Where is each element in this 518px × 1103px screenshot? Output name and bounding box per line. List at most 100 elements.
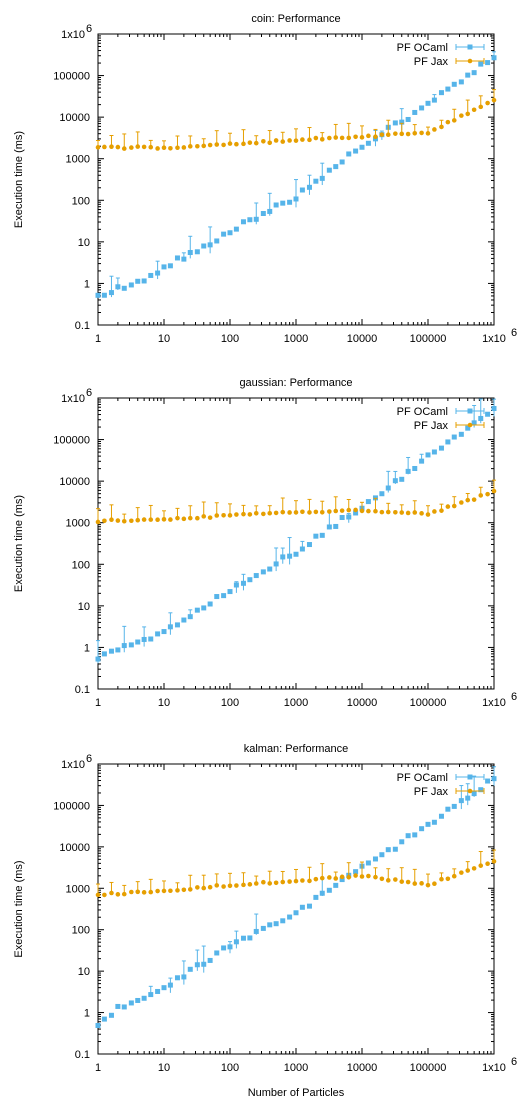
data-point-square — [399, 839, 405, 845]
data-point-square — [333, 523, 339, 529]
data-point-circle — [135, 144, 141, 149]
data-point-square — [95, 656, 101, 662]
data-point-circle — [187, 887, 193, 892]
data-point-circle — [121, 891, 127, 897]
x-tick-label: 100000 — [410, 697, 447, 709]
data-point-square — [471, 70, 477, 76]
data-point-circle — [339, 874, 345, 880]
data-point-circle — [419, 130, 424, 136]
data-point-square — [451, 81, 457, 87]
data-point-square — [287, 199, 293, 205]
data-point-circle — [168, 517, 173, 522]
x-tick-label: 1000 — [284, 333, 308, 345]
data-point-circle — [293, 138, 299, 143]
data-point-circle — [273, 880, 279, 886]
data-point-square — [471, 420, 477, 426]
data-point-circle — [115, 144, 121, 150]
data-point-circle — [307, 878, 312, 884]
data-point-square — [425, 452, 431, 458]
data-point-square — [412, 109, 418, 115]
data-point-circle — [253, 510, 259, 516]
data-point-square — [260, 569, 266, 575]
legend-marker-circle — [467, 58, 473, 64]
data-point-square — [141, 995, 147, 1001]
x-tick-label: 1x10 — [482, 697, 506, 709]
data-point-square — [445, 439, 451, 445]
data-point-square — [365, 140, 371, 146]
data-point-circle — [491, 488, 497, 494]
data-point-square — [187, 614, 193, 620]
data-point-circle — [439, 508, 444, 513]
data-point-square — [121, 643, 127, 649]
data-point-circle — [201, 885, 207, 891]
data-point-square — [247, 935, 253, 941]
data-point-square — [478, 415, 484, 421]
y-tick-exponent: 6 — [86, 23, 92, 35]
data-point-square — [451, 803, 457, 809]
data-point-circle — [419, 511, 424, 516]
data-point-square — [280, 554, 286, 560]
y-tick-label: 10 — [78, 966, 90, 978]
data-point-square — [273, 561, 279, 567]
series-pf-ocaml — [95, 766, 497, 1029]
y-tick-label: 1 — [84, 278, 90, 290]
data-point-circle — [346, 135, 352, 141]
chart-title: coin: Performance — [251, 13, 340, 25]
data-point-square — [273, 202, 279, 208]
data-point-square — [365, 499, 371, 505]
data-point-circle — [465, 868, 471, 873]
data-point-circle — [161, 888, 167, 894]
data-point-circle — [135, 517, 141, 523]
data-point-square — [431, 97, 437, 103]
data-point-circle — [287, 510, 292, 515]
data-point-circle — [385, 132, 391, 138]
data-point-circle — [373, 134, 378, 140]
data-point-circle — [175, 515, 180, 521]
legend-marker-square — [467, 774, 473, 780]
data-point-square — [167, 982, 173, 988]
data-point-circle — [478, 493, 484, 498]
chart-panel-1: 1 10 100 1000 10000 100000 1x10 60.111010010001… — [13, 13, 517, 345]
x-tick-label: 100 — [221, 1062, 239, 1074]
data-point-circle — [207, 142, 213, 148]
data-point-circle — [353, 507, 358, 513]
data-point-square — [346, 151, 352, 157]
data-point-circle — [366, 873, 371, 879]
y-axis-label: Execution time (ms) — [13, 495, 25, 592]
data-point-square — [385, 485, 391, 491]
x-tick-label: 100000 — [410, 1062, 447, 1074]
data-point-square — [412, 832, 418, 838]
data-point-circle — [300, 137, 305, 142]
data-point-circle — [491, 859, 497, 864]
chart-panel-3: 1 10 100 1000 10000 100000 1x10 60.111010010001… — [13, 743, 517, 1099]
data-point-circle — [187, 515, 193, 521]
data-point-square — [101, 292, 107, 298]
series-pf-jax — [95, 849, 497, 898]
data-point-square — [445, 806, 451, 812]
data-point-circle — [155, 888, 160, 894]
data-point-circle — [129, 145, 134, 150]
data-point-circle — [129, 889, 134, 895]
data-point-square — [445, 86, 451, 92]
data-point-square — [299, 546, 305, 552]
data-point-circle — [221, 512, 226, 518]
data-point-square — [353, 869, 359, 875]
data-point-square — [148, 992, 154, 998]
data-point-square — [121, 285, 127, 291]
data-point-square — [405, 833, 411, 839]
data-point-circle — [121, 518, 127, 524]
series-pf-jax — [95, 479, 497, 525]
y-tick-label: 0.1 — [75, 1049, 90, 1061]
data-point-circle — [412, 510, 418, 515]
data-point-circle — [148, 517, 154, 522]
data-point-circle — [319, 509, 325, 515]
data-point-square — [419, 826, 425, 832]
data-point-square — [181, 617, 187, 623]
data-point-square — [240, 219, 246, 225]
data-point-square — [108, 290, 114, 296]
data-point-square — [128, 642, 134, 648]
series-pf-jax — [95, 89, 497, 151]
data-point-circle — [313, 509, 319, 515]
data-point-square — [379, 491, 385, 497]
data-point-square — [201, 961, 207, 967]
